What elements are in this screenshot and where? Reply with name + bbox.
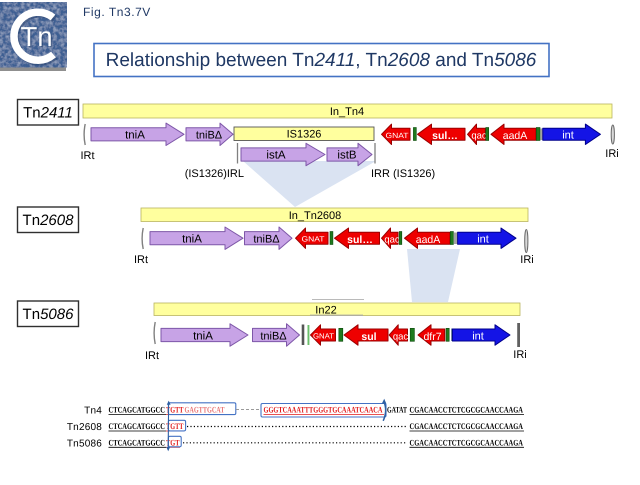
svg-text:sul…: sul…	[432, 130, 458, 142]
svg-text:IS1326: IS1326	[287, 129, 322, 141]
svg-text:In22: In22	[315, 304, 336, 316]
svg-text:tniA: tniA	[182, 234, 202, 246]
svg-text:IRt: IRt	[134, 254, 148, 266]
svg-text:int: int	[562, 130, 574, 142]
svg-text:Tn2608: Tn2608	[23, 212, 75, 229]
svg-text:GAGTTGCAT: GAGTTGCAT	[185, 405, 225, 415]
svg-text:istB: istB	[337, 150, 357, 162]
svg-text:sul…: sul…	[347, 234, 373, 246]
svg-text:GNAT: GNAT	[386, 131, 409, 140]
svg-text:CTCAGCATGGCC: CTCAGCATGGCC	[109, 405, 166, 415]
svg-text:aadA: aadA	[416, 234, 441, 246]
svg-text:CGACAACCTCTCGCGCAACCAAGA: CGACAACCTCTCGCGCAACCAAGA	[410, 421, 524, 431]
svg-text:Tn2411: Tn2411	[23, 105, 73, 122]
svg-text:qac: qac	[393, 331, 409, 342]
svg-text:int: int	[477, 234, 489, 246]
svg-text:Tn5086: Tn5086	[67, 438, 102, 449]
svg-text:In_Tn4: In_Tn4	[330, 106, 364, 118]
svg-text:tniBΔ: tniBΔ	[196, 130, 223, 142]
svg-text:tniA: tniA	[193, 330, 213, 342]
svg-text:IRi: IRi	[513, 349, 526, 361]
svg-text:istA: istA	[266, 150, 286, 162]
svg-text:CTCAGCATGGCC: CTCAGCATGGCC	[109, 421, 166, 431]
svg-text:In_Tn2608: In_Tn2608	[289, 210, 342, 222]
svg-text:IRt: IRt	[145, 350, 159, 362]
svg-text:Fig. Tn3.7V: Fig. Tn3.7V	[83, 5, 151, 19]
svg-text:TGTT: TGTT	[166, 421, 184, 431]
svg-text:GNAT: GNAT	[302, 235, 325, 244]
svg-text:IRi: IRi	[605, 148, 618, 160]
svg-text:TGTT: TGTT	[166, 405, 184, 415]
svg-text:(IS1326)IRL: (IS1326)IRL	[185, 168, 244, 180]
svg-text:GNAT: GNAT	[313, 332, 334, 341]
svg-text:IRi: IRi	[520, 254, 533, 266]
svg-text:IRt: IRt	[80, 150, 94, 162]
svg-text:dfr7: dfr7	[423, 331, 441, 343]
svg-text:TGT: TGT	[166, 437, 180, 447]
svg-text:tniBΔ: tniBΔ	[260, 330, 287, 342]
svg-text:CTCAGCATGGCC: CTCAGCATGGCC	[109, 437, 166, 447]
svg-text:Relationship between Tn2411, T: Relationship between Tn2411, Tn2608 and …	[106, 50, 537, 71]
svg-text:IRR (IS1326): IRR (IS1326)	[371, 168, 435, 180]
svg-text:qac: qac	[384, 235, 400, 246]
svg-text:tniBΔ: tniBΔ	[253, 234, 280, 246]
svg-text:Tn5086: Tn5086	[23, 306, 75, 323]
svg-text:sul: sul	[361, 331, 376, 343]
svg-text:aadA: aadA	[503, 130, 528, 142]
svg-text:CGACAACCTCTCGCGCAACCAAGA: CGACAACCTCTCGCGCAACCAAGA	[410, 405, 524, 415]
svg-text:CGACAACCTCTCGCGCAACCAAGA: CGACAACCTCTCGCGCAACCAAGA	[410, 437, 524, 447]
svg-text:GATAT: GATAT	[387, 405, 407, 415]
svg-text:Tn2608: Tn2608	[67, 422, 102, 433]
svg-text:int: int	[472, 330, 484, 342]
svg-text:qac: qac	[471, 131, 487, 142]
svg-text:tniA: tniA	[125, 130, 145, 142]
svg-text:GGGTCAAATTTGGGTGCAAATCAACA: GGGTCAAATTTGGGTGCAAATCAACA	[264, 405, 384, 415]
svg-text:Tn4: Tn4	[84, 406, 102, 417]
